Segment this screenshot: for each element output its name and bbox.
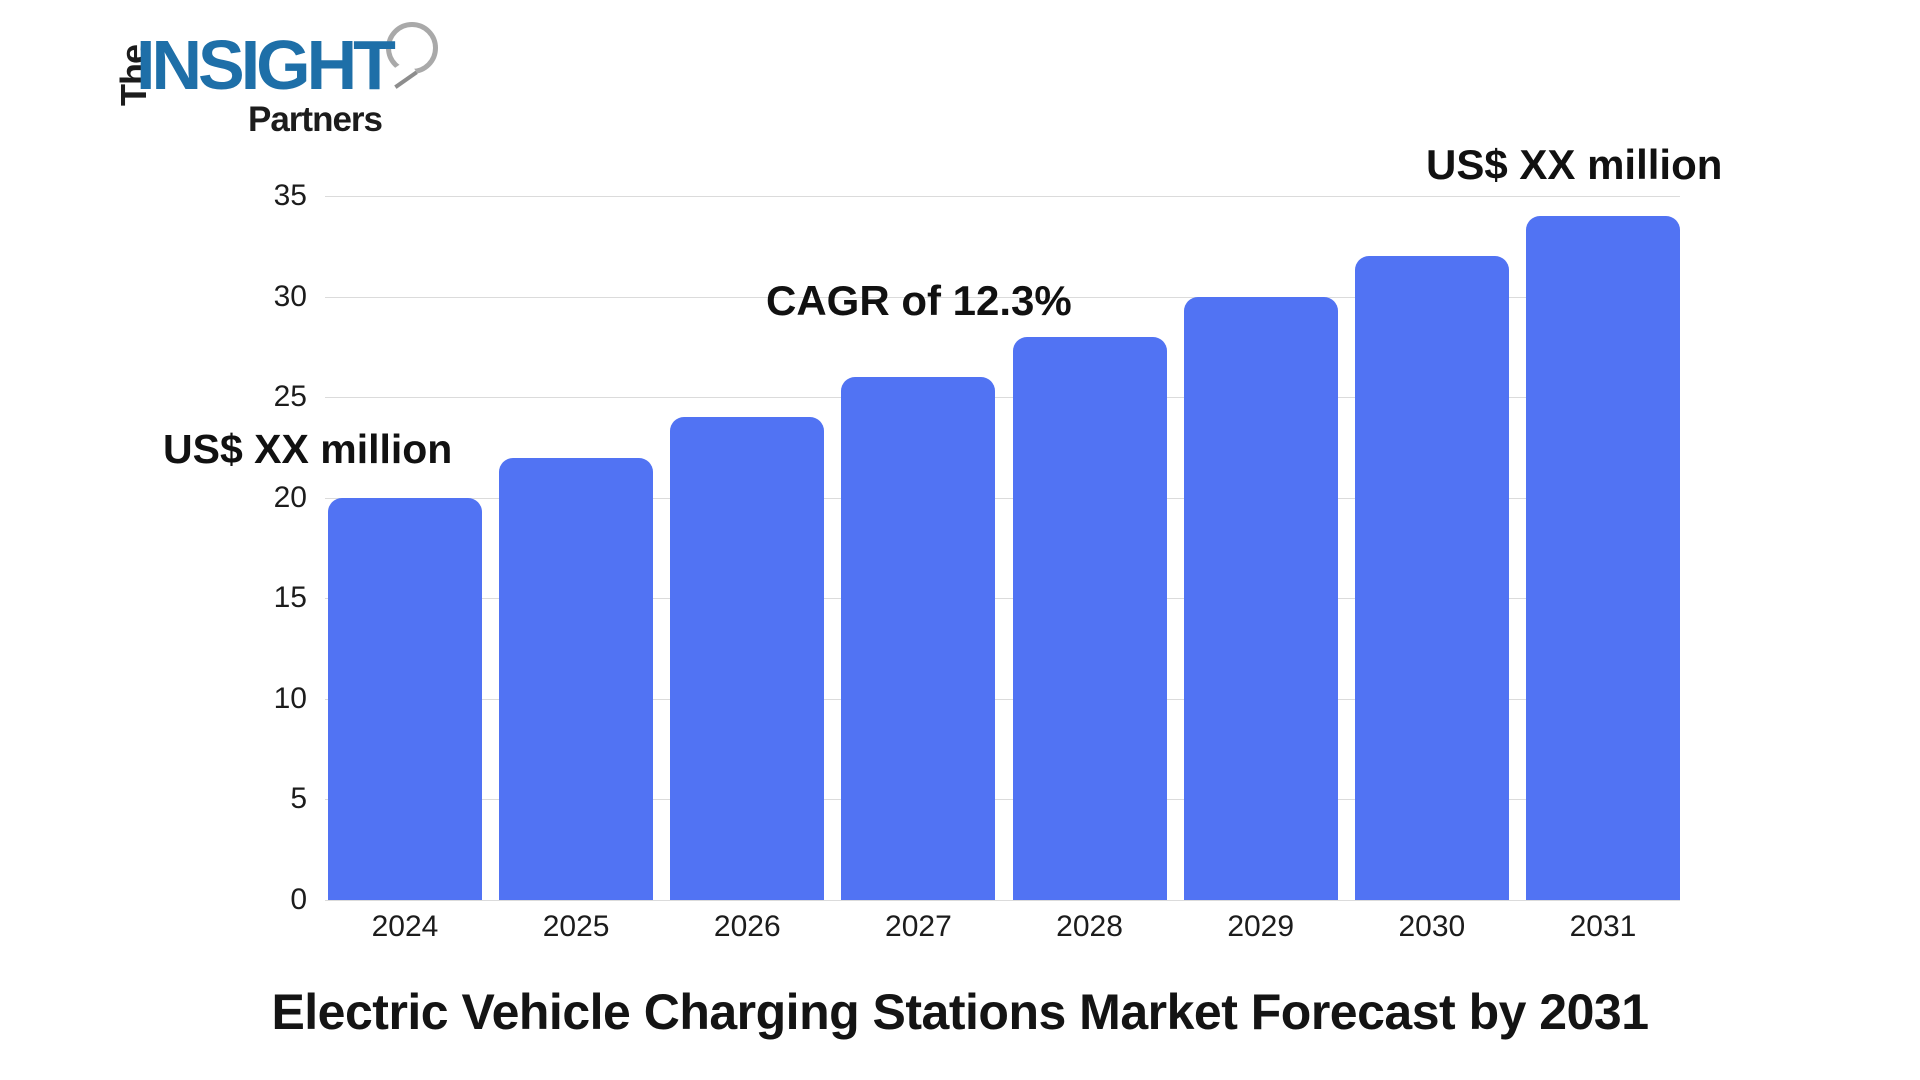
annotation-start-value: US$ XX million — [163, 426, 453, 472]
bar-2028 — [1012, 336, 1167, 900]
gridline-y-30 — [325, 296, 1680, 298]
annotation-end-value: US$ XX million — [1426, 141, 1723, 188]
annotation-cagr: CAGR of 12.3% — [766, 277, 1072, 324]
x-tick-label-2027: 2027 — [885, 910, 952, 943]
insight-partners-logo: The INSIGHT Partners — [110, 18, 470, 143]
x-tick-label-2024: 2024 — [371, 910, 439, 943]
bar-2026 — [670, 417, 825, 900]
y-tick-label-25: 25 — [273, 380, 307, 414]
logo-insight-text: INSIGHT — [136, 26, 396, 104]
bar-2025 — [499, 457, 654, 900]
y-tick-label-15: 15 — [273, 581, 307, 615]
y-tick-label-0: 0 — [290, 883, 307, 916]
bar-2027 — [841, 377, 996, 900]
y-tick-label-30: 30 — [273, 279, 307, 313]
bar-2030 — [1354, 256, 1509, 900]
x-tick-label-2026: 2026 — [713, 910, 781, 943]
gridline-y-10 — [325, 698, 1680, 700]
bar-2031 — [1525, 216, 1680, 900]
gridline-y-25 — [325, 397, 1680, 399]
x-tick-label-2029: 2029 — [1227, 910, 1295, 943]
x-tick-label-2031: 2031 — [1569, 910, 1637, 943]
y-tick-label-20: 20 — [273, 480, 307, 514]
chart-title: Electric Vehicle Charging Stations Marke… — [271, 984, 1649, 1040]
x-tick-label-2028: 2028 — [1056, 910, 1123, 943]
gridline-y-20 — [325, 497, 1680, 499]
y-tick-label-35: 35 — [273, 179, 307, 212]
bar-chart-plot-area — [325, 196, 1680, 901]
y-tick-label-10: 10 — [273, 681, 307, 715]
gridline-y-5 — [325, 799, 1680, 801]
logo-partners-text: Partners — [248, 100, 383, 139]
x-tick-label-2030: 2030 — [1398, 910, 1466, 943]
x-tick-label-2025: 2025 — [542, 910, 610, 943]
gridline-y-15 — [325, 598, 1680, 600]
bar-2024 — [328, 497, 482, 900]
bar-2029 — [1183, 296, 1338, 900]
gridline-y-35 — [325, 196, 1680, 197]
gridline-y-0 — [325, 900, 1680, 901]
y-tick-label-5: 5 — [290, 782, 307, 816]
